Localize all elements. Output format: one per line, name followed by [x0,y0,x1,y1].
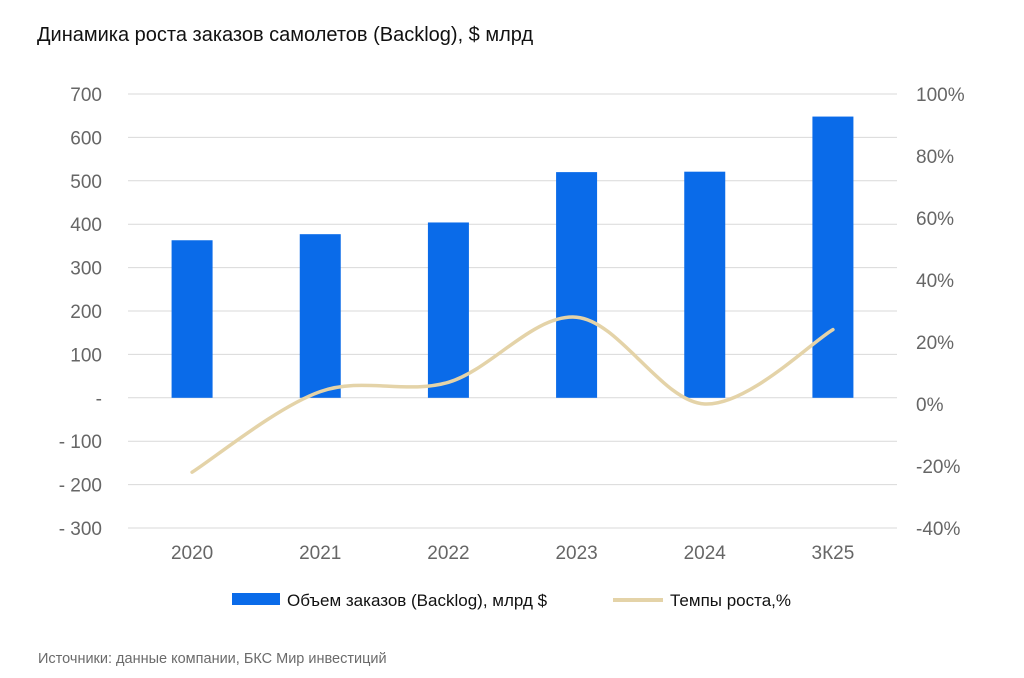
left-tick-label: - 300 [59,519,102,540]
x-tick-label: 2020 [171,543,213,564]
left-tick-label: - 200 [59,476,102,497]
bar-2020 [171,240,213,398]
legend-bar-swatch [232,593,280,605]
right-tick-label: 0% [916,395,944,416]
left-tick-label: - [96,389,102,410]
left-tick-label: 400 [70,215,102,236]
bar-3К25 [812,116,854,398]
x-tick-label: 2024 [684,543,727,564]
right-tick-label: 20% [916,333,954,354]
left-tick-label: 300 [70,259,102,280]
right-tick-label: 80% [916,147,954,168]
right-tick-label: 60% [916,209,954,230]
legend-bar-label: Объем заказов (Backlog), млрд $ [287,591,548,610]
bar-2021 [299,234,341,398]
right-tick-label: -40% [916,519,960,540]
left-tick-label: 700 [70,85,102,106]
x-tick-label: 2021 [299,543,341,564]
left-tick-label: - 100 [59,432,102,453]
left-tick-label: 100 [70,345,102,366]
x-tick-label: 3К25 [812,543,855,564]
left-tick-label: 200 [70,302,102,323]
source-note: Источники: данные компании, БКС Мир инве… [38,651,387,667]
right-tick-label: 100% [916,85,965,106]
x-tick-label: 2023 [555,543,597,564]
legend-line-label: Темпы роста,% [670,591,791,610]
left-axis: 700 600 500 400 300 200 100 - - 100 - 200 - 300 [59,85,102,540]
bar-2022 [427,222,469,398]
left-tick-label: 600 [70,128,102,149]
line-series [190,315,835,474]
right-tick-label: 40% [916,271,954,292]
x-tick-label: 2022 [427,543,469,564]
grid-lines [128,93,897,529]
growth-rate-line [190,315,835,474]
x-axis: 2020 2021 2022 2023 2024 3К25 [171,543,854,564]
chart-title: Динамика роста заказов самолетов (Backlo… [37,24,534,46]
bar-2024 [684,171,726,398]
right-tick-label: -20% [916,457,960,478]
bar-2023 [556,172,598,398]
right-axis: 100% 80% 60% 40% 20% 0% -20% -40% [916,85,965,540]
bar-series [171,116,854,398]
legend: Объем заказов (Backlog), млрд $ Темпы рос… [232,591,791,610]
left-tick-label: 500 [70,172,102,193]
